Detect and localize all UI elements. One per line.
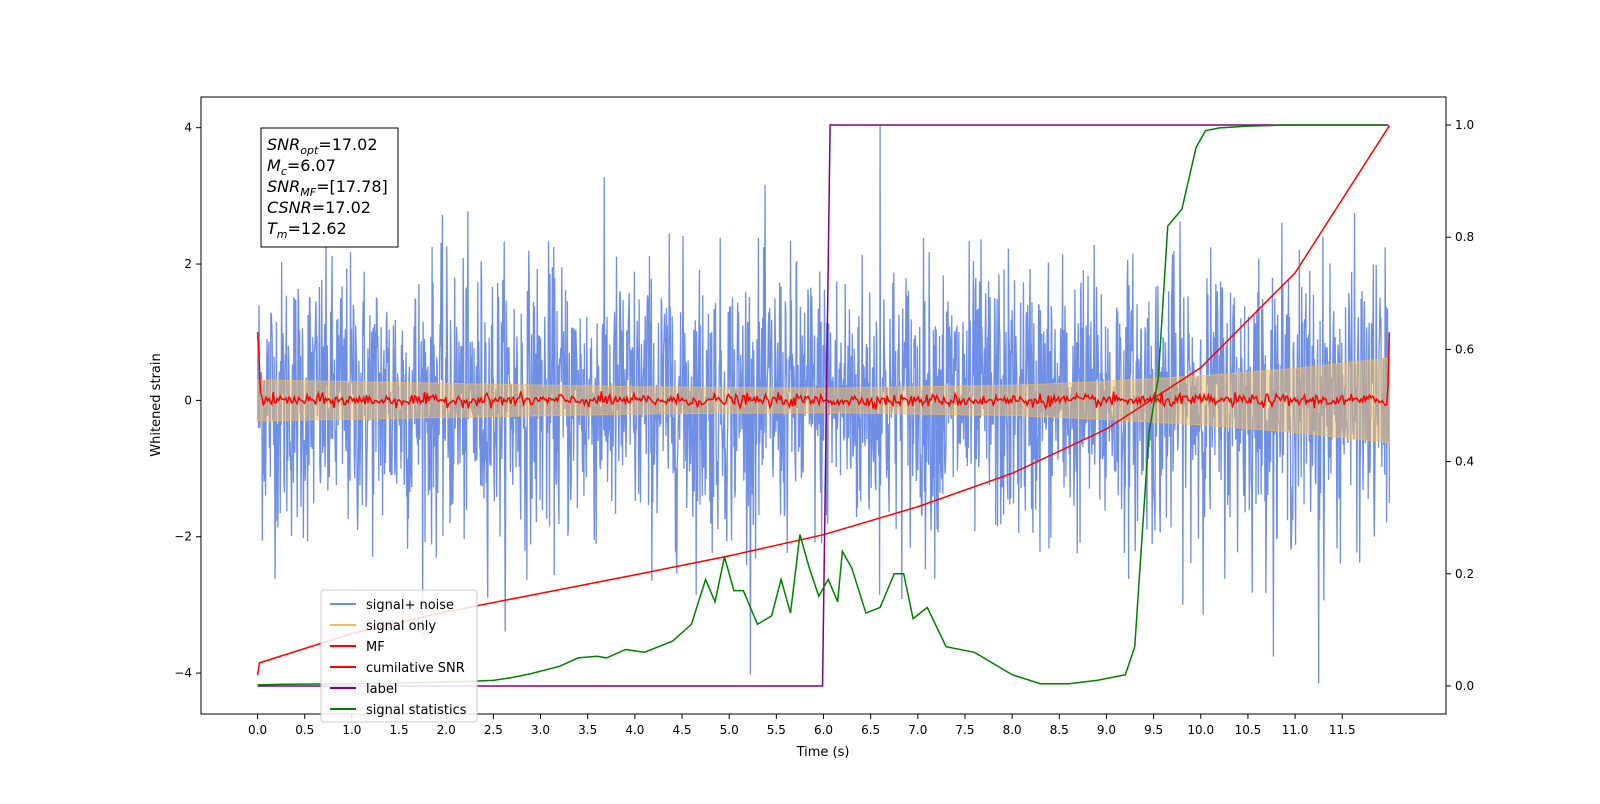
annotation-line: Tm=12.62: [267, 219, 347, 241]
legend-label: signal only: [366, 619, 436, 634]
x-tick-label: 11.0: [1282, 723, 1309, 737]
x-tick-label: 7.5: [955, 723, 974, 737]
series-label: [257, 124, 1389, 687]
y-tick-label: 2: [184, 257, 192, 271]
y2-tick-label: 0.6: [1455, 342, 1474, 356]
legend: signal+ noise signal only MF cumilative SNR…: [320, 589, 478, 723]
y-axis-label: Whitened strain: [149, 353, 164, 456]
x-tick-label: 5.0: [720, 723, 739, 737]
legend-label: label: [366, 682, 397, 697]
x-tick-label: 2.5: [484, 723, 503, 737]
x-tick-label: 6.0: [814, 723, 833, 737]
y-tick-label: −4: [174, 666, 192, 680]
legend-frame: [320, 589, 478, 723]
x-tick-label: 8.0: [1003, 723, 1022, 737]
y2-tick-label: 1.0: [1455, 118, 1474, 132]
x-tick-label: 4.5: [672, 723, 691, 737]
annotation-line: SNRopt=17.02: [267, 135, 378, 157]
y2-tick-label: 0.8: [1455, 230, 1474, 244]
x-tick-label: 7.0: [908, 723, 927, 737]
y2-tick-label: 0.4: [1455, 455, 1474, 469]
plot-area: [256, 124, 1391, 687]
x-tick-label: 1.5: [390, 723, 409, 737]
x-tick-label: 3.0: [531, 723, 550, 737]
x-tick-label: 6.5: [861, 723, 880, 737]
x-axis-label: Time (s): [796, 745, 850, 760]
legend-label: signal statistics: [366, 703, 467, 718]
axes: 0.0 0.5 1.0 1.5 2.0 2.5 3.0 3.5 4.0 4.5 5.0 5.5 6.0 6…: [174, 118, 1474, 737]
annotation-frame: [260, 127, 399, 248]
y-tick-label: 0: [184, 393, 192, 407]
x-tick-label: 0.5: [295, 723, 314, 737]
x-tick-label: 10.5: [1235, 723, 1262, 737]
x-tick-label: 9.0: [1097, 723, 1116, 737]
y2-tick-label: 0.2: [1455, 567, 1474, 581]
x-tick-label: 4.0: [625, 723, 644, 737]
x-tick-label: 11.5: [1329, 723, 1356, 737]
x-tick-label: 9.5: [1144, 723, 1163, 737]
x-tick-label: 10.0: [1187, 723, 1214, 737]
series-mf: [256, 332, 1391, 411]
annotation-line: CSNR=17.02: [267, 198, 371, 217]
x-tick-label: 2.0: [437, 723, 456, 737]
y-tick-label: 4: [184, 121, 192, 135]
annotation-line: Mc=6.07: [267, 156, 336, 178]
annotation-line: SNRMF=[17.78]: [267, 177, 388, 199]
x-tick-label: 5.5: [767, 723, 786, 737]
annotation-box: SNRopt=17.02Mc=6.07SNRMF=[17.78]CSNR=17.…: [260, 127, 399, 248]
x-tick-label: 3.5: [578, 723, 597, 737]
x-tick-label: 0.0: [248, 723, 267, 737]
x-tick-label: 8.5: [1050, 723, 1069, 737]
y2-tick-label: 0.0: [1455, 679, 1474, 693]
legend-label: signal+ noise: [366, 598, 454, 613]
legend-label: MF: [366, 640, 385, 655]
legend-label: cumilative SNR: [366, 661, 465, 676]
series-signal-statistics: [257, 124, 1385, 686]
y-tick-label: −2: [174, 530, 192, 544]
x-tick-label: 1.0: [342, 723, 361, 737]
